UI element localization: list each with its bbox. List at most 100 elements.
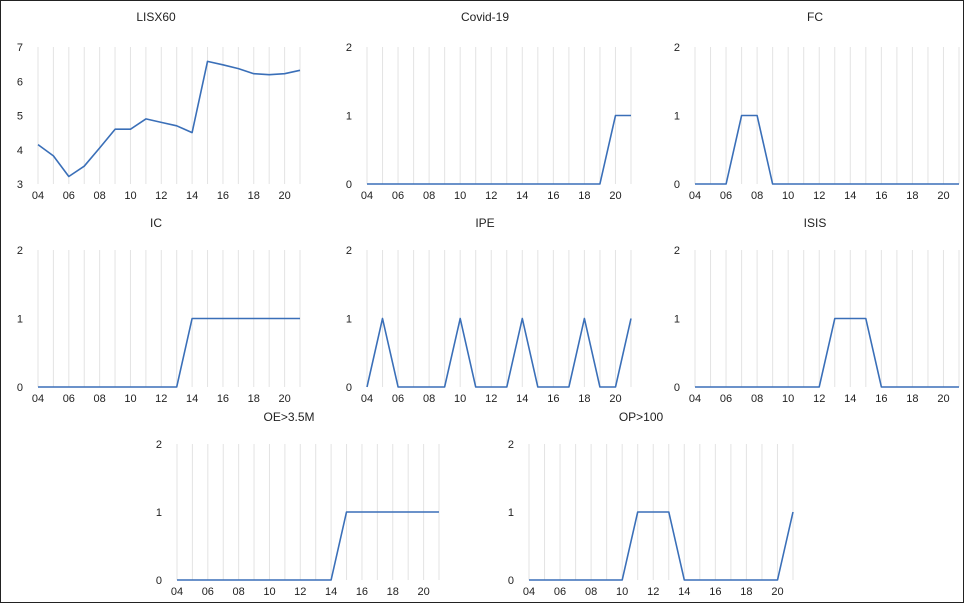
x-tick-label: 16 bbox=[547, 190, 559, 202]
panel-title: ISIS bbox=[804, 216, 827, 230]
y-tick-label: 1 bbox=[674, 111, 680, 123]
y-tick-label: 2 bbox=[674, 42, 680, 54]
series-line-isis bbox=[695, 317, 959, 388]
x-tick-label: 16 bbox=[356, 586, 368, 598]
x-tick-label: 14 bbox=[325, 586, 337, 598]
x-tick-label: 14 bbox=[186, 393, 198, 405]
x-tick-label: 04 bbox=[689, 393, 701, 405]
x-tick-label: 20 bbox=[609, 190, 621, 202]
y-tick-label: 0 bbox=[17, 382, 23, 394]
x-tick-label: 06 bbox=[63, 190, 75, 202]
x-tick-label: 16 bbox=[217, 393, 229, 405]
x-tick-label: 10 bbox=[782, 393, 794, 405]
x-tick-label: 08 bbox=[233, 586, 245, 598]
x-tick-label: 14 bbox=[844, 393, 856, 405]
panel-title: IC bbox=[150, 216, 162, 230]
x-tick-label: 10 bbox=[124, 190, 136, 202]
x-tick-label: 18 bbox=[578, 190, 590, 202]
x-tick-label: 04 bbox=[523, 586, 535, 598]
x-tick-label: 08 bbox=[423, 393, 435, 405]
panel-title: FC bbox=[807, 10, 823, 24]
x-tick-label: 12 bbox=[813, 393, 825, 405]
y-tick-label: 2 bbox=[346, 42, 352, 54]
x-tick-label: 16 bbox=[709, 586, 721, 598]
panel-title: IPE bbox=[475, 216, 494, 230]
x-tick-label: 12 bbox=[647, 586, 659, 598]
y-tick-label: 6 bbox=[17, 76, 23, 88]
series-line-lisx60 bbox=[37, 60, 301, 178]
x-tick-label: 14 bbox=[516, 190, 528, 202]
x-tick-label: 08 bbox=[423, 190, 435, 202]
y-tick-label: 1 bbox=[17, 314, 23, 326]
x-tick-label: 12 bbox=[485, 190, 497, 202]
x-tick-label: 06 bbox=[202, 586, 214, 598]
x-tick-label: 10 bbox=[263, 586, 275, 598]
x-tick-label: 06 bbox=[392, 393, 404, 405]
y-tick-label: 2 bbox=[508, 439, 514, 451]
x-tick-label: 14 bbox=[186, 190, 198, 202]
y-tick-label: 0 bbox=[508, 575, 514, 587]
x-tick-label: 04 bbox=[32, 393, 44, 405]
x-tick-label: 14 bbox=[516, 393, 528, 405]
x-tick-label: 08 bbox=[94, 393, 106, 405]
x-tick-label: 18 bbox=[906, 190, 918, 202]
x-tick-label: 12 bbox=[155, 393, 167, 405]
x-tick-label: 10 bbox=[454, 190, 466, 202]
x-tick-label: 04 bbox=[689, 190, 701, 202]
x-tick-label: 14 bbox=[844, 190, 856, 202]
x-tick-label: 20 bbox=[278, 393, 290, 405]
x-tick-label: 18 bbox=[248, 190, 260, 202]
y-tick-label: 5 bbox=[17, 111, 23, 123]
x-tick-label: 06 bbox=[554, 586, 566, 598]
x-tick-label: 20 bbox=[278, 190, 290, 202]
x-tick-label: 20 bbox=[771, 586, 783, 598]
x-tick-label: 12 bbox=[813, 190, 825, 202]
x-tick-label: 10 bbox=[124, 393, 136, 405]
y-tick-label: 4 bbox=[17, 145, 23, 157]
panel-title: LISX60 bbox=[136, 10, 176, 24]
y-tick-label: 0 bbox=[346, 179, 352, 191]
x-tick-label: 20 bbox=[417, 586, 429, 598]
x-tick-label: 20 bbox=[609, 393, 621, 405]
y-tick-label: 2 bbox=[346, 245, 352, 257]
y-tick-label: 2 bbox=[674, 245, 680, 257]
x-tick-label: 16 bbox=[547, 393, 559, 405]
x-tick-label: 18 bbox=[387, 586, 399, 598]
series-line-fc bbox=[695, 114, 959, 185]
x-tick-label: 04 bbox=[32, 190, 44, 202]
x-tick-label: 10 bbox=[454, 393, 466, 405]
series-line-oe-3-5m bbox=[177, 511, 439, 581]
x-tick-label: 08 bbox=[585, 586, 597, 598]
y-tick-label: 0 bbox=[674, 179, 680, 191]
x-tick-label: 16 bbox=[875, 190, 887, 202]
y-tick-label: 0 bbox=[346, 382, 352, 394]
y-tick-label: 1 bbox=[346, 111, 352, 123]
panel-title: OE>3.5M bbox=[263, 410, 314, 424]
x-tick-label: 18 bbox=[740, 586, 752, 598]
panel-lisx60: LISX60 3 4 5 6 7 04 06 08 10 12 14 16 18 20 bbox=[17, 10, 301, 202]
x-tick-label: 12 bbox=[294, 586, 306, 598]
x-tick-label: 10 bbox=[616, 586, 628, 598]
x-tick-label: 16 bbox=[217, 190, 229, 202]
y-tick-label: 1 bbox=[156, 507, 162, 519]
x-tick-label: 06 bbox=[720, 190, 732, 202]
x-tick-label: 08 bbox=[751, 190, 763, 202]
x-tick-label: 20 bbox=[937, 393, 949, 405]
y-tick-label: 1 bbox=[674, 314, 680, 326]
y-tick-label: 0 bbox=[156, 575, 162, 587]
x-tick-label: 14 bbox=[678, 586, 690, 598]
x-tick-label: 06 bbox=[392, 190, 404, 202]
x-tick-label: 12 bbox=[485, 393, 497, 405]
series-line-covid-19 bbox=[367, 114, 631, 185]
x-tick-label: 12 bbox=[155, 190, 167, 202]
x-tick-label: 08 bbox=[751, 393, 763, 405]
y-tick-label: 2 bbox=[156, 439, 162, 451]
x-tick-label: 18 bbox=[906, 393, 918, 405]
y-tick-label: 1 bbox=[508, 507, 514, 519]
